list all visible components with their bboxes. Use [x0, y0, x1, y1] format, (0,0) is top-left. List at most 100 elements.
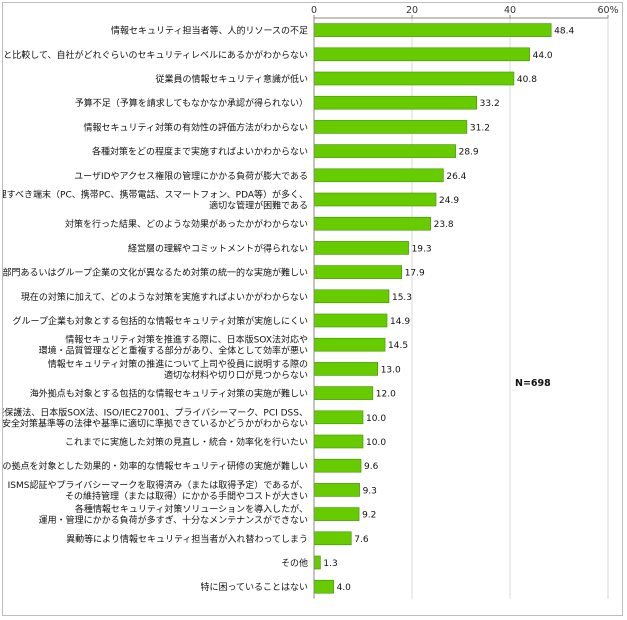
bar: [313, 483, 360, 497]
bar: [313, 144, 456, 158]
category-label-line: グループ企業も対象とする包括的な情報セキュリティ対策が実施しにくい: [13, 315, 308, 327]
category-label-line: 複数の拠点を対象とした効果的・効率的な情報セキュリティ研修の実施が難しい: [3, 460, 308, 472]
data-label: 31.2: [470, 123, 490, 133]
category-label-line: ユーザIDやアクセス権限の管理にかかる負荷が膨大である: [74, 170, 308, 182]
bar: [313, 95, 477, 110]
bar: [313, 362, 379, 376]
data-label: 10.0: [366, 414, 386, 424]
category-label: 経営層の理解やコミットメントが得られない: [128, 242, 308, 254]
category-label: 現在の対策に加えて、どのような対策を実施すればよいかがわからない: [21, 291, 308, 303]
category-label: 対策を行った結果、どのような効果があったかがわからない: [65, 218, 308, 230]
category-label-line: 個人情報保護法、日本版SOX法、ISO/IEC27001、プライバシーマーク、P…: [3, 406, 308, 418]
bar: [313, 507, 360, 521]
category-label: 異動等により情報セキュリティ担当者が入れ替わってしまう: [66, 533, 308, 545]
data-label: 14.5: [388, 341, 408, 351]
category-label-line: 適切な管理が困難である: [209, 200, 308, 212]
bar: [313, 47, 530, 62]
category-label: 管理すべき端末（PC、携帯PC、携帯電話、スマートフォン、PDA等）が多く、適切…: [3, 189, 308, 212]
data-label: 33.2: [480, 99, 500, 109]
bar: [313, 410, 364, 425]
data-label: 10.0: [366, 438, 386, 448]
bar: [313, 71, 515, 86]
category-label: 他社と比較して、自社がどれぐらいのセキュリティレベルにあるかがわからない: [3, 49, 308, 61]
data-label: 26.4: [446, 172, 466, 182]
x-tick-label: 40: [504, 5, 516, 16]
category-label-line: これまでに実施した対策の見直し・統合・効率化を行いたい: [65, 436, 308, 448]
data-label: 9.2: [362, 511, 376, 521]
bar: [313, 313, 388, 328]
x-tick-label: 20: [406, 5, 418, 16]
bar: [313, 168, 444, 183]
category-label: 予算不足（予算を請求してもなかなか承認が得られない）: [75, 97, 308, 109]
bar: [313, 23, 552, 37]
data-label: 14.9: [390, 317, 410, 327]
category-label: グループ企業も対象とする包括的な情報セキュリティ対策が実施しにくい: [13, 315, 308, 327]
category-label: 従業員の情報セキュリティ意識が低い: [156, 73, 308, 85]
category-label-line: 各種対策をどの程度まで実施すればよいかわからない: [92, 146, 308, 158]
category-label-line: 情報セキュリティ対策の推進について上司や役員に説明する際の: [48, 358, 308, 370]
category-label-line: 特に困っていることはない: [200, 581, 308, 593]
data-label: 19.3: [412, 244, 432, 254]
category-label-line: 他社と比較して、自社がどれぐらいのセキュリティレベルにあるかがわからない: [3, 49, 308, 61]
data-label: 9.3: [363, 486, 377, 496]
category-label-line: 海外拠点も対象とする包括的な情報セキュリティ対策の実施が難しい: [30, 388, 308, 400]
category-label-line: 異動等により情報セキュリティ担当者が入れ替わってしまう: [66, 533, 308, 545]
category-label: 海外拠点も対象とする包括的な情報セキュリティ対策の実施が難しい: [30, 388, 308, 400]
category-label-line: 運用・管理にかかる負荷が多すぎ、十分なメンテナンスができない: [39, 514, 308, 526]
category-label: これまでに実施した対策の見直し・統合・効率化を行いたい: [65, 436, 308, 448]
category-label-line: 情報セキュリティ担当者等、人的リソースの不足: [111, 25, 308, 37]
data-label: 40.8: [517, 75, 537, 85]
x-tick-label: 0: [311, 5, 317, 16]
data-label: 4.0: [337, 583, 352, 593]
data-label: 17.9: [405, 269, 425, 279]
data-label: 9.6: [364, 462, 379, 472]
category-label: ユーザIDやアクセス権限の管理にかかる負荷が膨大である: [74, 170, 308, 182]
data-label: 24.9: [439, 196, 459, 206]
sample-size-note: N=698: [515, 378, 551, 389]
category-label-line: 対策を行った結果、どのような効果があったかがわからない: [65, 218, 308, 230]
bar: [313, 241, 409, 255]
category-label: 各種対策をどの程度まで実施すればよいかわからない: [92, 146, 308, 158]
category-label-line: 現在の対策に加えて、どのような対策を実施すればよいかがわからない: [21, 291, 308, 303]
data-label: 44.0: [533, 51, 553, 61]
data-label: 48.4: [554, 27, 574, 37]
category-label: 情報セキュリティ担当者等、人的リソースの不足: [111, 25, 308, 37]
category-label-line: 環境・品質管理などと重複する部分があり、全体として効率が悪い: [39, 345, 308, 357]
bar: [313, 289, 390, 304]
bar: [313, 579, 334, 594]
x-tick-label: 60%: [597, 5, 618, 16]
data-label: 13.0: [381, 365, 401, 375]
category-label: 情報セキュリティ対策の推進について上司や役員に説明する際の適切な材料や切り口が見…: [48, 358, 308, 381]
bar: [313, 458, 362, 473]
bar: [313, 216, 431, 231]
category-label: 個人情報保護法、日本版SOX法、ISO/IEC27001、プライバシーマーク、P…: [3, 406, 308, 429]
bar-chart: 0 20 40 60% 48.4 情報セキュリティ担当者等、人的リソースの不足 44.0 他社…: [3, 5, 619, 599]
category-label: その他: [281, 557, 308, 569]
category-label: 特に困っていることはない: [200, 581, 308, 593]
category-label-line: 管理すべき端末（PC、携帯PC、携帯電話、スマートフォン、PDA等）が多く、: [3, 189, 308, 201]
data-label: 23.8: [434, 220, 454, 230]
category-label-line: 適切な材料や切り口が見つからない: [164, 369, 308, 381]
bar: [313, 265, 403, 279]
data-label: 15.3: [392, 293, 412, 303]
category-label: 各部門あるいはグループ企業の文化が異なるため対策の統一的な実施が難しい: [3, 267, 308, 279]
category-label-line: ISMS認証やプライバシーマークを取得済み（または取得予定）であるが、: [8, 479, 308, 491]
bar: [313, 192, 437, 207]
bar: [313, 531, 352, 546]
bar: [313, 337, 386, 352]
category-label-line: FISC安全対策基準等の法律や基準に適切に準拠できているかどうかがわからない: [3, 417, 308, 429]
bar: [313, 555, 321, 570]
category-label-line: 情報セキュリティ対策を推進する際に、日本版SOX法対応や: [65, 334, 308, 346]
category-label-line: その維持管理（または取得）にかかる手間やコストが大きい: [65, 490, 308, 502]
category-label-line: 経営層の理解やコミットメントが得られない: [128, 242, 308, 254]
bar: [313, 386, 374, 400]
category-label-line: 各種情報セキュリティ対策ソリューションを導入したが、: [75, 503, 308, 515]
category-label: 複数の拠点を対象とした効果的・効率的な情報セキュリティ研修の実施が難しい: [3, 460, 308, 472]
data-label: 28.9: [459, 148, 479, 158]
category-label-line: 各部門あるいはグループ企業の文化が異なるため対策の統一的な実施が難しい: [3, 267, 308, 279]
category-label-line: その他: [281, 557, 308, 569]
data-label: 7.6: [354, 535, 369, 545]
category-label: ISMS認証やプライバシーマークを取得済み（または取得予定）であるが、その維持管…: [8, 479, 308, 502]
category-label-line: 従業員の情報セキュリティ意識が低い: [156, 73, 308, 85]
bar: [313, 120, 468, 134]
